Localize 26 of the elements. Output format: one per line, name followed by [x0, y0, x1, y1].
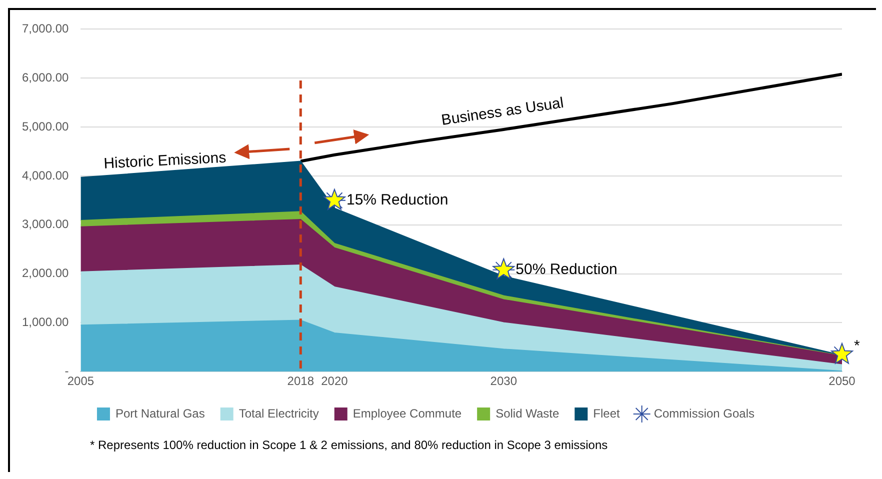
x-tick-label: 2018: [287, 374, 314, 388]
point: [831, 342, 853, 364]
annotation: *: [854, 338, 860, 355]
y-tick-label: 6,000.00: [22, 70, 70, 84]
x-tick-label: 2020: [321, 374, 348, 388]
x-tick-label: 2050: [828, 374, 856, 388]
y-tick-label: 4,000.00: [22, 168, 70, 182]
x-tick-label: 2030: [490, 374, 518, 388]
y-tick-label: 5,000.00: [22, 119, 70, 134]
annotation: 50% Reduction: [516, 261, 618, 278]
legend-label: Commission Goals: [654, 406, 755, 420]
y-tick-label: 3,000.00: [22, 217, 70, 232]
legend-label: Fleet: [593, 406, 620, 420]
y-tick-label: -: [64, 364, 69, 378]
y-tick-label: 1,000.00: [22, 315, 70, 329]
legend-label: Solid Waste: [496, 406, 560, 420]
annotation: Historic Emissions: [103, 149, 227, 172]
y-tick-label: 2,000.00: [22, 266, 70, 280]
text: Business as Usual: [440, 94, 565, 129]
text: * Represents 100% reduction in Scope 1 & 2 emissions, and 80% reduction in Scope 3 emissions: [90, 438, 609, 452]
x-tick-label: 2005: [67, 374, 94, 388]
legend-label: Port Natural Gas: [115, 406, 205, 420]
y-tick-label: 7,000.00: [22, 22, 70, 36]
legend-label: Employee Commute: [352, 406, 462, 420]
annotation: 15% Reduction: [346, 192, 448, 209]
legend-label: Total Electricity: [238, 406, 319, 420]
